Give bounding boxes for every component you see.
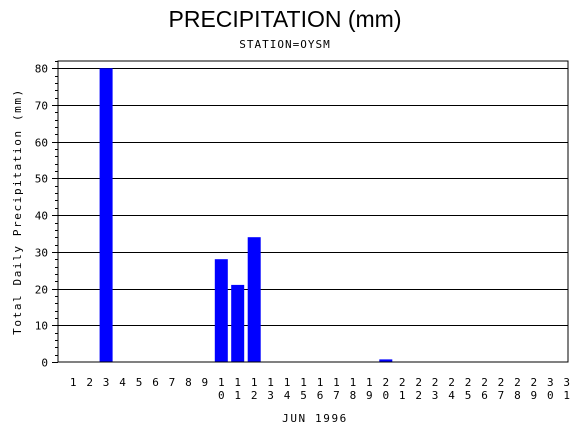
y-axis-label: Total Daily Precipitation (mm) — [11, 88, 24, 335]
x-tick-label: 4 — [119, 376, 126, 389]
y-tick-label: 10 — [35, 320, 48, 333]
y-tick-label: 30 — [35, 247, 48, 260]
x-tick-label: 8 — [185, 376, 192, 389]
bar — [99, 68, 113, 363]
y-tick-label: 20 — [35, 284, 48, 297]
y-tick-label: 70 — [35, 100, 48, 113]
x-tick-label: 2 — [86, 376, 93, 389]
bar — [247, 237, 261, 362]
plot-frame — [57, 60, 569, 363]
y-tick-label: 80 — [35, 63, 48, 76]
x-tick-label: 3 — [103, 376, 110, 389]
x-tick-label: 6 — [152, 376, 159, 389]
x-tick-label: 7 — [169, 376, 176, 389]
x-axis-label: JUN 1996 — [282, 412, 348, 425]
bar — [379, 359, 393, 362]
x-tick-label: 9 — [201, 376, 208, 389]
y-axis-ticks: 0 10 20 30 40 50 60 70 80 — [35, 61, 58, 370]
bar — [231, 284, 245, 362]
x-tick-label: 1 — [70, 376, 77, 389]
y-tick-label: 40 — [35, 210, 48, 223]
y-tick-label: 60 — [35, 137, 48, 150]
bar — [214, 259, 228, 362]
x-tick-label: 5 — [136, 376, 143, 389]
gridlines — [58, 68, 568, 326]
bars — [99, 68, 393, 363]
y-tick-label: 50 — [35, 173, 48, 186]
y-tick-label: 0 — [41, 357, 48, 370]
chart-subtitle: STATION=OYSM — [239, 38, 331, 51]
x-axis-ticks: 1 2 3 4 5 6 7 8 9 1 01 11 21 31 41 51 61 71 81 92 02 12 22 32 42… — [70, 376, 570, 402]
chart-title: PRECIPITATION (mm) — [168, 6, 402, 32]
